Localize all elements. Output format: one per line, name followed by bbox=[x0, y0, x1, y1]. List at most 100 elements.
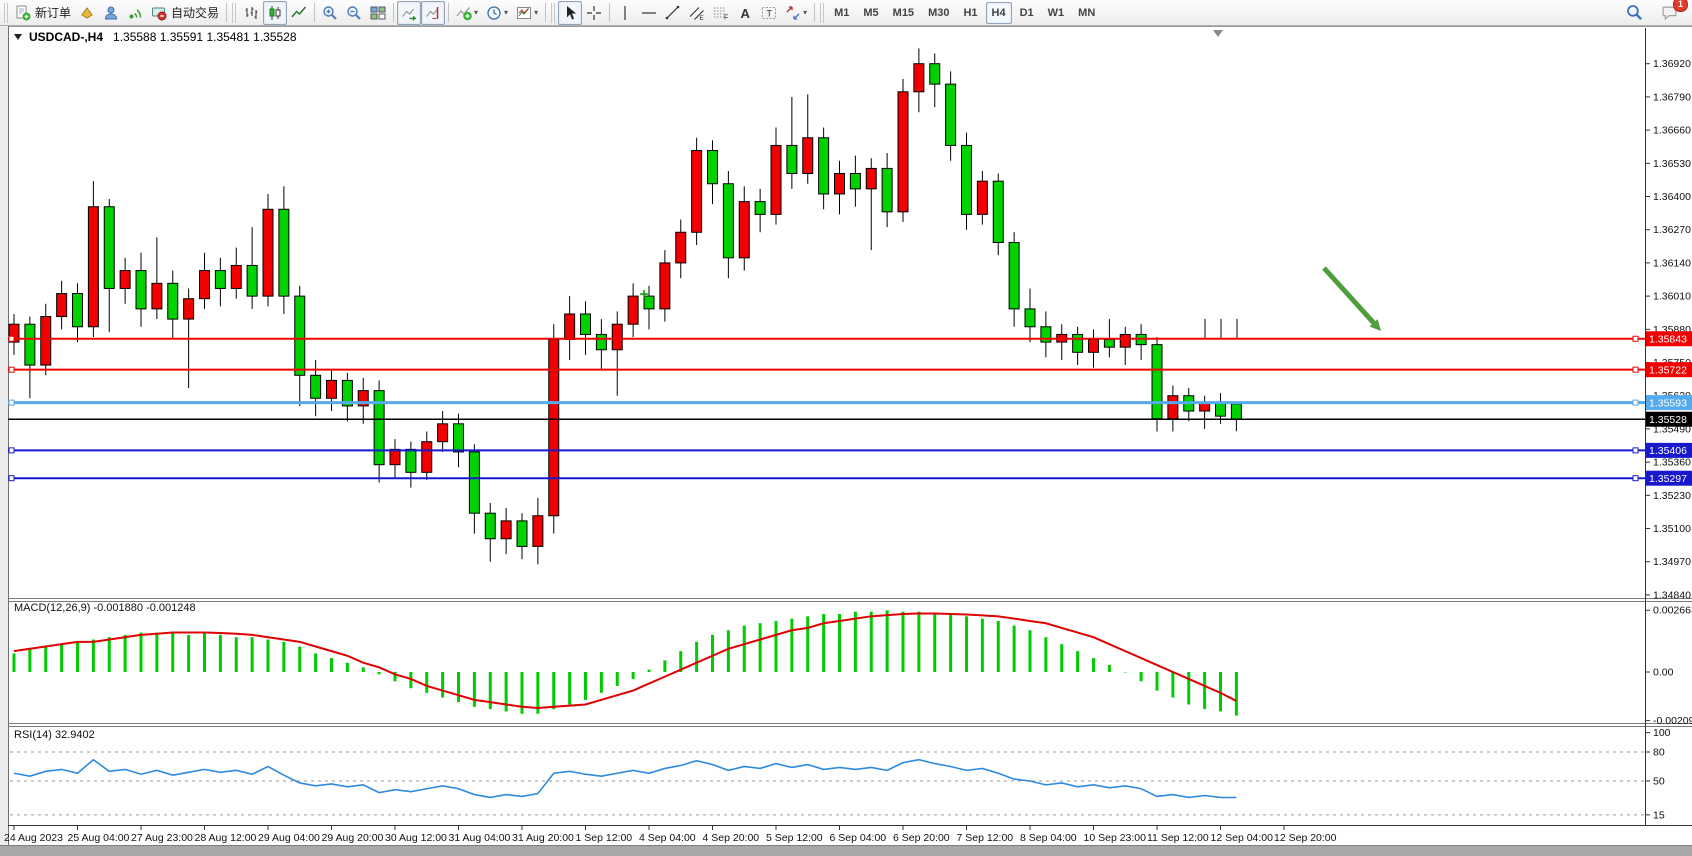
timeframe-m15-button[interactable]: M15 bbox=[892, 6, 915, 19]
notifications-button[interactable]: 1 bbox=[1657, 0, 1688, 25]
line-handle-left[interactable] bbox=[8, 366, 15, 373]
rsi-axis-label: 100 bbox=[1653, 727, 1671, 739]
timeframe-h4-button[interactable]: H4 bbox=[985, 1, 1012, 24]
symbol-dropdown-icon[interactable] bbox=[14, 34, 22, 40]
toolbar-grip[interactable] bbox=[551, 2, 557, 23]
macd-histogram-bar bbox=[44, 646, 48, 672]
tile-windows-button[interactable] bbox=[366, 1, 390, 25]
indicators-button[interactable]: ▾ bbox=[452, 1, 482, 25]
templates-button[interactable]: ▾ bbox=[512, 1, 542, 25]
autotrade-button[interactable]: 自动交易 bbox=[147, 1, 223, 25]
candle-bullish bbox=[151, 282, 163, 310]
timeframe-h1-button[interactable]: H1 bbox=[963, 6, 978, 19]
horizontal-line-button[interactable] bbox=[637, 1, 661, 25]
arrows-button[interactable]: ▾ bbox=[781, 1, 811, 25]
chevron-down-icon[interactable]: ▾ bbox=[504, 8, 509, 17]
timeframe-mn-button[interactable]: MN bbox=[1078, 6, 1096, 19]
candle-chart-button[interactable] bbox=[263, 0, 288, 25]
bar-chart-button[interactable] bbox=[239, 1, 263, 25]
chart-window[interactable] bbox=[8, 26, 1692, 845]
annotation-arrow-head[interactable] bbox=[1369, 319, 1381, 331]
signals-button[interactable] bbox=[123, 1, 147, 25]
macd-histogram-bar bbox=[1234, 672, 1238, 716]
crosshair-button[interactable] bbox=[582, 1, 606, 25]
price-badge bbox=[1646, 411, 1692, 427]
candle-bearish bbox=[849, 173, 861, 190]
crosshair-icon bbox=[587, 5, 602, 20]
candle-bearish bbox=[294, 295, 306, 376]
candle-bullish bbox=[389, 448, 401, 466]
timeframe-m1-button[interactable]: M1 bbox=[834, 6, 850, 19]
zoom-in-button[interactable] bbox=[318, 1, 342, 25]
chart-shift-icon bbox=[426, 6, 439, 19]
candle-bullish bbox=[40, 316, 52, 366]
chart-shift-marker[interactable] bbox=[1213, 30, 1223, 37]
chevron-down-icon[interactable]: ▾ bbox=[474, 8, 479, 17]
line-handle-left[interactable] bbox=[8, 399, 15, 406]
macd-histogram-bar bbox=[425, 672, 429, 693]
toolbar-grip[interactable] bbox=[820, 2, 826, 23]
doc-plus-icon bbox=[16, 5, 31, 20]
chart-shift-button[interactable] bbox=[421, 0, 446, 25]
symbol-title[interactable]: USDCAD-,H4 1.35588 1.35591 1.35481 1.355… bbox=[14, 30, 297, 44]
timeframe-w1-button[interactable]: W1 bbox=[1047, 6, 1065, 19]
toolbar-grip[interactable] bbox=[232, 2, 238, 23]
periods-button[interactable]: ▾ bbox=[482, 1, 512, 25]
candle-bullish bbox=[183, 298, 195, 320]
label-button[interactable]: T bbox=[757, 1, 781, 25]
macd-histogram-bar bbox=[361, 667, 365, 672]
trendline-icon bbox=[665, 5, 680, 19]
macd-signal-line bbox=[13, 612, 1237, 709]
time-axis-label: 6 Sep 20:00 bbox=[893, 832, 950, 844]
new-order-button[interactable]: 新订单 bbox=[11, 1, 75, 25]
market-depth-button[interactable] bbox=[75, 1, 99, 25]
candle-bullish bbox=[627, 295, 639, 325]
timeframe-m30-button[interactable]: M30 bbox=[928, 6, 950, 19]
text-button[interactable]: A bbox=[733, 1, 757, 25]
trendline-button[interactable] bbox=[661, 1, 685, 25]
macd-histogram-bar bbox=[60, 644, 64, 672]
timeframe-m5-button[interactable]: M5 bbox=[863, 6, 879, 19]
line-handle-right[interactable] bbox=[1632, 366, 1639, 373]
annotation-arrow-shaft[interactable] bbox=[1322, 266, 1376, 325]
macd-histogram-bar bbox=[1123, 672, 1127, 673]
tile-icon bbox=[370, 6, 386, 19]
profile-button[interactable] bbox=[99, 1, 123, 25]
candle-bearish bbox=[1072, 333, 1084, 353]
candle-bullish bbox=[56, 293, 68, 318]
candle-bearish bbox=[786, 144, 798, 175]
line-handle-right[interactable] bbox=[1632, 335, 1639, 342]
candle-bullish bbox=[1088, 339, 1099, 353]
cursor-button[interactable] bbox=[558, 0, 583, 25]
line-handle-right[interactable] bbox=[1632, 475, 1639, 482]
chevron-down-icon[interactable]: ▾ bbox=[803, 8, 808, 17]
zoom-out-button[interactable] bbox=[342, 1, 366, 25]
fibonacci-button[interactable]: F bbox=[709, 1, 733, 25]
auto-scroll-button[interactable] bbox=[397, 0, 422, 25]
macd-histogram-bar bbox=[980, 618, 984, 672]
macd-histogram-bar bbox=[12, 653, 16, 672]
line-chart-button[interactable] bbox=[287, 1, 311, 25]
vertical-line-button[interactable] bbox=[613, 1, 637, 25]
timeframe-d1-button[interactable]: D1 bbox=[1019, 6, 1034, 19]
macd-histogram-bar bbox=[1107, 665, 1111, 672]
line-handle-left[interactable] bbox=[8, 335, 15, 342]
line-handle-left[interactable] bbox=[8, 447, 15, 454]
line-handle-right[interactable] bbox=[1632, 447, 1639, 454]
macd-histogram-bar bbox=[155, 632, 159, 672]
macd-histogram-bar bbox=[1060, 644, 1064, 672]
chevron-down-icon[interactable]: ▾ bbox=[534, 8, 539, 17]
price-axis-label: 1.36920 bbox=[1653, 58, 1691, 70]
svg-text:A: A bbox=[741, 6, 751, 21]
channel-button[interactable]: E bbox=[685, 1, 709, 25]
macd-axis-label: 0.002663 bbox=[1653, 605, 1692, 617]
search-button[interactable] bbox=[1622, 1, 1647, 25]
macd-histogram-bar bbox=[1203, 672, 1207, 710]
line-handle-right[interactable] bbox=[1632, 399, 1639, 406]
candle-bullish bbox=[119, 270, 131, 289]
line-handle-left[interactable] bbox=[8, 475, 15, 482]
candle-bearish bbox=[135, 270, 147, 310]
candle-bullish bbox=[357, 390, 369, 407]
toolbar-grip[interactable] bbox=[4, 2, 9, 23]
